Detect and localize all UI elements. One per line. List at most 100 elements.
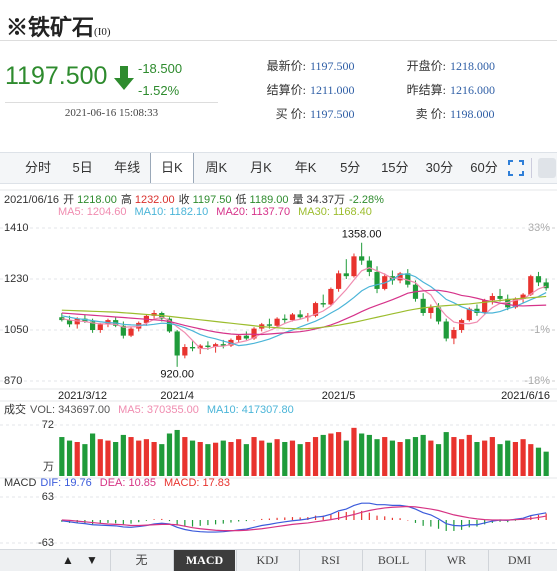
candle-body: [474, 308, 480, 313]
legend-entry: MA20: 1137.70: [216, 206, 291, 218]
candle-body: [343, 273, 349, 277]
volume-bar: [243, 444, 249, 476]
candle-body: [274, 318, 280, 326]
period-tab[interactable]: 年K: [294, 160, 317, 175]
period-tab[interactable]: 周K: [205, 160, 228, 175]
period-tab[interactable]: 15分: [381, 160, 409, 175]
info-value: 1197.50: [192, 194, 232, 206]
macd-bar: [207, 520, 209, 526]
candle-body: [489, 296, 495, 301]
macd-bar: [545, 513, 547, 520]
indicator-tab[interactable]: MACD: [173, 550, 235, 571]
volume-bar: [59, 437, 65, 476]
info-label: 高: [120, 194, 132, 206]
volume-bar: [236, 439, 242, 476]
volume-bar: [528, 444, 534, 476]
indicator-tab[interactable]: KDJ: [236, 550, 298, 571]
period-tab[interactable]: 分时: [24, 160, 51, 175]
indicator-tab[interactable]: RSI: [299, 550, 361, 571]
macd-bar: [499, 520, 501, 522]
volume-bar: [66, 440, 73, 476]
legend-entry: MA5: 1204.60: [58, 206, 127, 218]
volume-bar: [113, 442, 119, 476]
period-tab[interactable]: 月K: [250, 160, 272, 175]
macd-bar: [245, 520, 247, 522]
volume-bar: [136, 440, 142, 476]
candle-body: [528, 276, 534, 295]
volume-bar: [328, 433, 334, 476]
separator: [0, 40, 557, 41]
period-tab[interactable]: 60分: [470, 160, 498, 175]
volume-bar: [497, 444, 503, 476]
info-label: 开: [63, 194, 75, 206]
volume-bar: [89, 433, 96, 476]
scroll-arrow[interactable]: ▲: [62, 553, 74, 567]
indicator-tab[interactable]: DMI: [488, 550, 550, 571]
indicator-tab[interactable]: 无: [110, 550, 172, 571]
candle-body: [451, 330, 457, 339]
volume-bar: [97, 439, 103, 476]
period-tab[interactable]: 日K: [149, 153, 194, 183]
fullscreen-icon[interactable]: [508, 160, 524, 176]
volume-bar: [505, 440, 511, 476]
volume-bar: [297, 444, 303, 476]
scroll-arrow[interactable]: ▼: [86, 553, 98, 567]
volume-bar: [543, 451, 549, 476]
volume-bar: [458, 439, 465, 476]
field-label: 买 价:: [275, 107, 306, 121]
volume-bar: [274, 439, 280, 476]
macd-bar: [199, 520, 201, 526]
macd-bar: [468, 520, 470, 528]
legend-entry: MA10: 1182.10: [134, 206, 209, 218]
candle-body: [320, 303, 326, 305]
volume-bar: [428, 440, 434, 476]
legend-entry: MACD: 17.83: [164, 477, 231, 489]
macd-bar: [284, 517, 286, 520]
period-tab[interactable]: 5日: [72, 160, 93, 175]
field-value: 1197.500: [310, 107, 355, 121]
volume-bar: [359, 433, 365, 476]
y-unit-label: 万: [43, 461, 54, 473]
macd-bar: [268, 518, 271, 520]
period-tab[interactable]: 年线: [114, 160, 141, 175]
ma-line: [61, 273, 547, 347]
macd-bar: [122, 520, 124, 525]
candle-body: [182, 347, 188, 356]
volume-bar: [443, 432, 449, 476]
macd-bar: [484, 520, 486, 525]
period-tab[interactable]: 5分: [340, 160, 361, 175]
macd-bar: [407, 520, 409, 521]
macd-bar: [353, 510, 355, 520]
candle-body: [212, 344, 219, 347]
change: -18.500: [138, 61, 183, 76]
candle-body: [66, 320, 73, 325]
settings-button[interactable]: [538, 158, 556, 178]
volume-bar: [405, 439, 411, 476]
volume-bar: [282, 442, 288, 476]
volume-bar: [535, 447, 542, 476]
symbol-prefix: ※: [6, 15, 29, 40]
macd-bar: [291, 517, 294, 520]
macd-bar: [145, 520, 148, 521]
period-tabs: 分时 5日 年线 日K 周K 月K 年K 5分 15分 30分 60分: [0, 152, 557, 184]
y-tick-label: 1410: [4, 222, 28, 234]
candle-body: [512, 298, 519, 308]
volume-bar: [374, 439, 380, 476]
info-label: 量: [292, 194, 304, 206]
macd-bar: [191, 520, 194, 527]
macd-bar: [430, 520, 432, 527]
period-tab[interactable]: 30分: [425, 160, 454, 175]
info-label: 收: [178, 194, 190, 206]
candle-body: [166, 318, 173, 332]
volume-bar: [151, 442, 157, 476]
field-label: 结算价:: [266, 83, 306, 97]
macd-bar: [376, 515, 378, 520]
indicator-tab[interactable]: WR: [425, 550, 487, 571]
legend-entry: MA10: 417307.80: [206, 404, 294, 416]
candle-body: [458, 320, 465, 330]
volume-bar: [251, 437, 257, 476]
candle-body: [351, 256, 357, 277]
indicator-tab[interactable]: BOLL: [362, 550, 424, 571]
volume-bar: [451, 437, 457, 476]
quote-field: 买 价: 1197.500: [260, 105, 355, 122]
